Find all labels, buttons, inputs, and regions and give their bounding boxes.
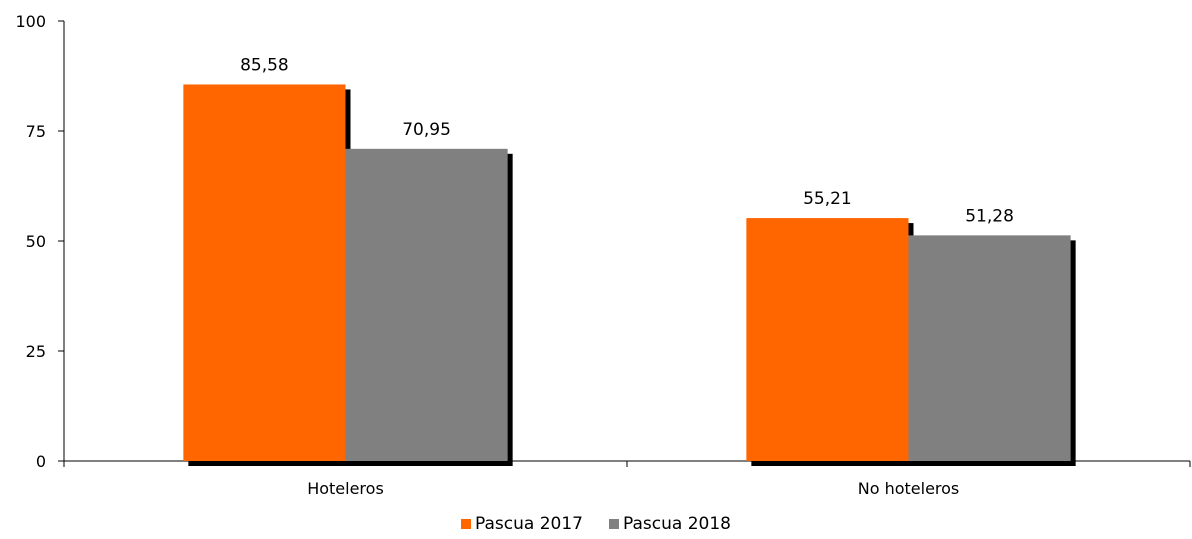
y-tick-label: 100 <box>15 12 46 31</box>
chart-legend: Pascua 2017 Pascua 2018 <box>0 514 1192 534</box>
y-tick-label: 25 <box>26 342 46 361</box>
y-tick-label: 50 <box>26 232 46 251</box>
category-label: Hoteleros <box>307 479 384 498</box>
chart-bars <box>183 84 1076 466</box>
data-label: 85,58 <box>240 55 289 75</box>
data-label: 51,28 <box>965 206 1014 226</box>
chart-labels: 85,58 70,95 Hoteleros 55,21 51,28 No hotelero… <box>240 55 1014 498</box>
bar-pascua-2017 <box>746 218 909 461</box>
y-tick-label: 75 <box>26 122 46 141</box>
legend-item: Pascua 2017 <box>461 514 583 534</box>
category-label: No hoteleros <box>858 479 960 498</box>
data-label: 70,95 <box>402 120 451 140</box>
bar-pascua-2018 <box>345 148 508 461</box>
y-tick-label: 0 <box>36 452 46 471</box>
bar-pascua-2018 <box>908 235 1071 461</box>
data-label: 55,21 <box>803 189 852 209</box>
bar-pascua-2017 <box>183 84 346 461</box>
legend-swatch <box>461 519 472 529</box>
legend-swatch <box>609 519 619 529</box>
legend-label: Pascua 2018 <box>623 514 731 534</box>
legend-item: Pascua 2018 <box>609 514 731 534</box>
legend-label: Pascua 2017 <box>475 514 583 534</box>
